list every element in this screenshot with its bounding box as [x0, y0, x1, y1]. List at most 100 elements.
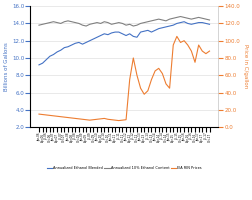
Annualized Ethanol Blended	[128, 33, 131, 35]
Annualized Ethanol Blended	[88, 40, 91, 42]
Annualized Ethanol Blended	[114, 31, 117, 33]
Annualized 10% Ethanol Content	[117, 21, 120, 24]
EIA RIN Prices	[132, 57, 135, 59]
Annualized Ethanol Blended	[121, 33, 124, 35]
Annualized 10% Ethanol Content	[48, 21, 51, 24]
EIA RIN Prices	[88, 119, 91, 121]
Annualized 10% Ethanol Content	[201, 17, 204, 19]
Annualized 10% Ethanol Content	[150, 20, 153, 22]
EIA RIN Prices	[153, 70, 156, 72]
EIA RIN Prices	[56, 115, 59, 117]
Annualized 10% Ethanol Content	[88, 23, 91, 25]
Annualized Ethanol Blended	[165, 26, 168, 28]
Annualized 10% Ethanol Content	[128, 23, 131, 25]
EIA RIN Prices	[121, 119, 124, 121]
EIA RIN Prices	[161, 72, 164, 75]
Annualized Ethanol Blended	[204, 22, 207, 25]
EIA RIN Prices	[124, 119, 128, 121]
EIA RIN Prices	[143, 93, 146, 95]
Annualized Ethanol Blended	[85, 41, 88, 44]
Annualized Ethanol Blended	[52, 53, 55, 56]
Annualized 10% Ethanol Content	[85, 25, 88, 27]
Annualized 10% Ethanol Content	[139, 22, 142, 25]
EIA RIN Prices	[77, 118, 80, 120]
Annualized Ethanol Blended	[70, 44, 73, 46]
Annualized 10% Ethanol Content	[59, 22, 62, 25]
Annualized 10% Ethanol Content	[153, 19, 156, 21]
Annualized Ethanol Blended	[157, 27, 160, 30]
EIA RIN Prices	[183, 40, 186, 42]
Annualized Ethanol Blended	[110, 32, 113, 34]
EIA RIN Prices	[96, 118, 99, 120]
Annualized Ethanol Blended	[103, 33, 106, 35]
Annualized Ethanol Blended	[168, 25, 171, 27]
Line: Annualized Ethanol Blended: Annualized Ethanol Blended	[39, 22, 209, 65]
EIA RIN Prices	[208, 50, 211, 52]
EIA RIN Prices	[45, 114, 48, 116]
EIA RIN Prices	[139, 87, 142, 89]
Annualized Ethanol Blended	[186, 22, 189, 25]
Annualized 10% Ethanol Content	[121, 22, 124, 25]
Line: Annualized 10% Ethanol Content: Annualized 10% Ethanol Content	[39, 17, 209, 26]
Annualized 10% Ethanol Content	[190, 18, 193, 20]
EIA RIN Prices	[63, 116, 66, 118]
EIA RIN Prices	[175, 35, 178, 38]
Annualized 10% Ethanol Content	[208, 19, 211, 21]
Annualized 10% Ethanol Content	[52, 21, 55, 23]
Annualized Ethanol Blended	[179, 21, 182, 24]
Legend: Annualized Ethanol Blended, Annualized 10% Ethanol Content, EIA RIN Prices: Annualized Ethanol Blended, Annualized 1…	[45, 164, 203, 171]
Annualized 10% Ethanol Content	[56, 21, 59, 24]
Annualized 10% Ethanol Content	[96, 21, 99, 24]
Annualized Ethanol Blended	[172, 24, 175, 26]
Annualized Ethanol Blended	[63, 46, 66, 49]
Annualized Ethanol Blended	[194, 22, 197, 25]
Annualized 10% Ethanol Content	[165, 20, 168, 22]
Annualized Ethanol Blended	[41, 62, 44, 64]
EIA RIN Prices	[103, 117, 106, 120]
EIA RIN Prices	[70, 117, 73, 119]
EIA RIN Prices	[52, 115, 55, 117]
EIA RIN Prices	[38, 113, 41, 115]
Annualized 10% Ethanol Content	[114, 22, 117, 25]
Annualized Ethanol Blended	[48, 55, 51, 57]
Y-axis label: Price in C/gallon: Price in C/gallon	[243, 44, 248, 89]
Annualized 10% Ethanol Content	[41, 23, 44, 25]
Annualized 10% Ethanol Content	[106, 21, 109, 24]
Annualized Ethanol Blended	[175, 22, 178, 25]
Annualized Ethanol Blended	[74, 42, 77, 44]
Line: EIA RIN Prices: EIA RIN Prices	[39, 36, 209, 121]
Annualized Ethanol Blended	[56, 51, 59, 53]
Annualized Ethanol Blended	[183, 21, 186, 23]
Annualized Ethanol Blended	[201, 21, 204, 24]
Annualized Ethanol Blended	[197, 21, 200, 24]
Annualized Ethanol Blended	[139, 31, 142, 33]
Annualized 10% Ethanol Content	[197, 16, 200, 19]
EIA RIN Prices	[157, 67, 160, 70]
Annualized Ethanol Blended	[153, 29, 156, 32]
Annualized Ethanol Blended	[99, 34, 102, 37]
Annualized 10% Ethanol Content	[124, 24, 128, 26]
Annualized 10% Ethanol Content	[168, 18, 171, 20]
Annualized 10% Ethanol Content	[132, 25, 135, 27]
Annualized 10% Ethanol Content	[67, 20, 70, 22]
EIA RIN Prices	[74, 117, 77, 120]
Annualized 10% Ethanol Content	[143, 21, 146, 24]
Annualized Ethanol Blended	[38, 64, 41, 66]
Annualized Ethanol Blended	[146, 29, 149, 32]
Annualized Ethanol Blended	[106, 33, 109, 36]
Annualized 10% Ethanol Content	[110, 23, 113, 25]
Annualized 10% Ethanol Content	[146, 21, 149, 23]
EIA RIN Prices	[146, 90, 149, 92]
Annualized Ethanol Blended	[96, 36, 99, 38]
Annualized Ethanol Blended	[161, 27, 164, 29]
Annualized Ethanol Blended	[77, 41, 80, 44]
Annualized 10% Ethanol Content	[157, 18, 160, 20]
EIA RIN Prices	[128, 78, 131, 81]
EIA RIN Prices	[41, 113, 44, 116]
Annualized 10% Ethanol Content	[81, 24, 84, 26]
Annualized 10% Ethanol Content	[63, 21, 66, 23]
EIA RIN Prices	[99, 118, 102, 120]
EIA RIN Prices	[114, 119, 117, 121]
EIA RIN Prices	[106, 118, 109, 120]
Annualized Ethanol Blended	[208, 23, 211, 25]
